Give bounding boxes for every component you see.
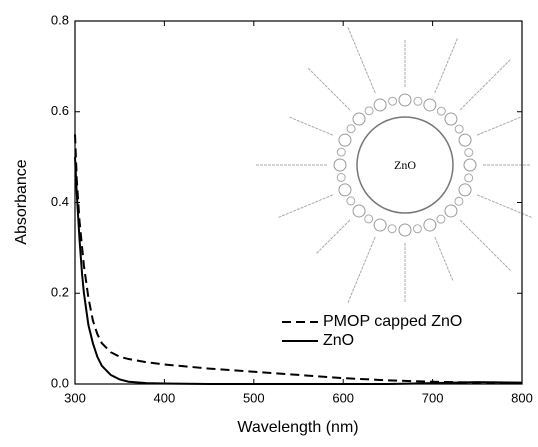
ring <box>388 96 398 106</box>
ring <box>336 172 346 182</box>
ring <box>412 224 422 234</box>
x-tick-label: 800 <box>511 390 533 405</box>
ring <box>423 218 437 232</box>
ring <box>444 112 458 126</box>
chain <box>289 116 334 136</box>
ring <box>423 98 437 112</box>
x-tick-label: 600 <box>332 390 354 405</box>
ring <box>336 147 346 157</box>
chain <box>459 59 511 111</box>
legend-label: PMOP capped ZnO <box>323 313 462 330</box>
ring <box>454 196 464 206</box>
x-tick-label: 700 <box>422 390 444 405</box>
ring <box>333 158 347 172</box>
chain <box>278 194 334 218</box>
chain <box>434 236 454 281</box>
particle <box>356 116 454 214</box>
ring <box>346 196 356 206</box>
chain <box>316 219 351 254</box>
y-axis-label: Absorbance <box>13 159 30 244</box>
series-line <box>74 157 523 385</box>
ring <box>364 214 374 224</box>
ring <box>464 148 474 158</box>
ring <box>436 214 446 224</box>
ring <box>352 112 366 126</box>
y-tick-label: 0.6 <box>51 103 69 118</box>
x-tick-label: 400 <box>154 390 176 405</box>
y-tick-label: 0.2 <box>51 285 69 300</box>
ring <box>373 98 387 112</box>
ring <box>464 173 474 183</box>
chain <box>476 194 532 218</box>
ring <box>373 218 387 232</box>
ring <box>352 204 366 218</box>
x-tick-label: 500 <box>243 390 265 405</box>
chain <box>347 236 376 303</box>
inset-label: ZnO <box>394 158 416 172</box>
ring <box>458 133 472 147</box>
ring <box>463 158 477 172</box>
ring <box>436 106 446 116</box>
ring <box>454 124 464 134</box>
chain <box>347 27 376 94</box>
ring <box>413 96 423 106</box>
chain <box>459 219 511 271</box>
y-tick-label: 0.8 <box>51 12 69 27</box>
ring <box>444 204 458 218</box>
chain <box>434 38 458 94</box>
x-axis-label: Wavelength (nm) <box>237 419 358 436</box>
y-tick-label: 0.4 <box>51 194 69 209</box>
ring <box>458 183 472 197</box>
series-line <box>74 134 523 385</box>
chain <box>476 116 521 136</box>
ring <box>338 133 352 147</box>
ring <box>398 93 412 107</box>
ring <box>398 223 412 237</box>
ring <box>346 124 356 134</box>
legend-label: ZnO <box>323 332 354 349</box>
inset-diagram: ZnO <box>256 27 532 303</box>
y-tick-label: 0.0 <box>51 375 69 390</box>
chain <box>307 67 351 111</box>
x-tick-label: 300 <box>64 390 86 405</box>
ring <box>387 224 397 234</box>
ring <box>364 106 374 116</box>
ring <box>338 183 352 197</box>
